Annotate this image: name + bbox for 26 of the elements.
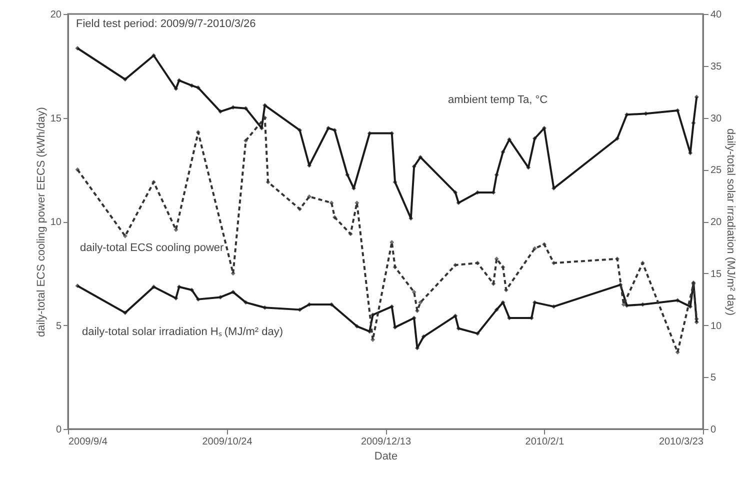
series-label: daily-total ECS cooling power (80, 242, 224, 254)
x-tick-label: 2009/10/24 (202, 436, 253, 448)
y2-tick-label: 10 (710, 320, 722, 332)
x-tick-label: 2009/12/13 (360, 436, 412, 448)
y2-tick-label: 5 (710, 372, 716, 384)
y-tick-label: 20 (50, 10, 62, 20)
series-label: daily-total solar irradiation Hₛ (MJ/m² day) (82, 326, 284, 338)
y2-tick-label: 15 (710, 268, 722, 280)
y-tick-label: 15 (50, 113, 62, 124)
y2-axis-title: daily-total solar irradiation (MJ/m² day) (724, 128, 737, 316)
series-label: ambient temp Ta, °C (448, 94, 548, 106)
y2-tick-label: 40 (710, 10, 722, 20)
x-tick-label: 2010/2/1 (525, 436, 565, 448)
y2-tick-label: 35 (710, 61, 722, 72)
y-axis-title: daily-total ECS cooling power EECS (kWh/day) (35, 107, 48, 337)
y-tick-label: 10 (50, 217, 62, 228)
x-tick-label: 2009/9/4 (68, 436, 108, 448)
x-tick-label: 2010/3/23 (659, 436, 704, 448)
y2-tick-label: 25 (710, 165, 722, 176)
y-tick-label: 0 (56, 424, 62, 436)
y2-tick-label: 30 (710, 113, 722, 124)
y2-tick-label: 20 (710, 217, 722, 228)
annotation: Field test period: 2009/9/7-2010/3/26 (76, 18, 256, 30)
y-tick-label: 5 (56, 320, 62, 332)
x-axis-title: Date (374, 450, 398, 462)
y2-tick-label: 0 (710, 424, 716, 436)
